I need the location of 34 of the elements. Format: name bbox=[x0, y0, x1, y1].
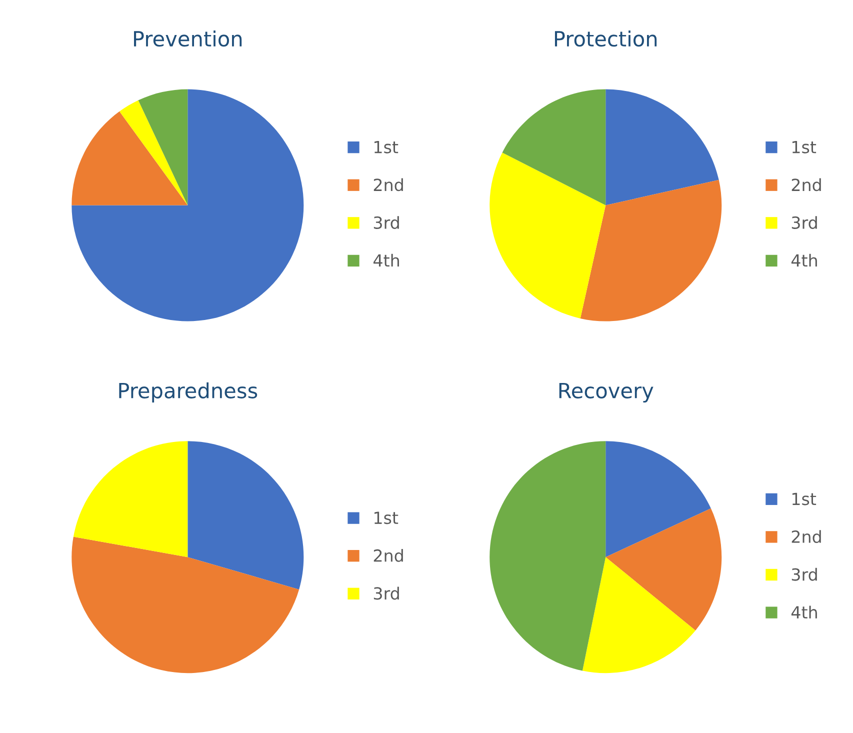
legend-label: 1st bbox=[374, 140, 398, 154]
legend-label: 2nd bbox=[792, 178, 821, 192]
pie-slice bbox=[72, 111, 188, 206]
legend-label: 2nd bbox=[792, 530, 821, 544]
legend-label: 4th bbox=[373, 254, 399, 267]
pie-slice bbox=[490, 441, 606, 671]
chart-title: Recovery bbox=[559, 382, 654, 403]
chart-title: Protection bbox=[554, 30, 657, 47]
pie-slice bbox=[73, 441, 188, 558]
legend-label: 4th bbox=[791, 254, 817, 267]
legend-label: 1st bbox=[792, 140, 816, 154]
chart-title: Prevention bbox=[134, 30, 242, 47]
pie-slice bbox=[502, 89, 606, 206]
pie-slice bbox=[138, 89, 188, 206]
pie-slice bbox=[72, 536, 300, 674]
legend-label: 2nd bbox=[374, 178, 403, 192]
pie-slice bbox=[188, 441, 304, 590]
legend-label: 1st bbox=[792, 492, 816, 506]
legend-label: 1st bbox=[374, 512, 398, 524]
legend-label: 3rd bbox=[374, 586, 399, 600]
legend-label: 3rd bbox=[792, 216, 817, 229]
pie-slice bbox=[606, 441, 711, 558]
legend-label: 3rd bbox=[374, 216, 399, 229]
pie-slice bbox=[490, 152, 606, 318]
legend-label: 3rd bbox=[792, 568, 817, 581]
pie-slice bbox=[119, 100, 188, 206]
pie-slice bbox=[582, 557, 696, 674]
pie-slice bbox=[580, 180, 722, 322]
pie-slice bbox=[72, 89, 304, 322]
legend-label: 4th bbox=[791, 606, 817, 618]
legend-label: 2nd bbox=[374, 549, 403, 562]
chart-title: Preparedness bbox=[119, 382, 258, 403]
pie-slice bbox=[606, 89, 719, 206]
pie-slice bbox=[606, 508, 722, 630]
